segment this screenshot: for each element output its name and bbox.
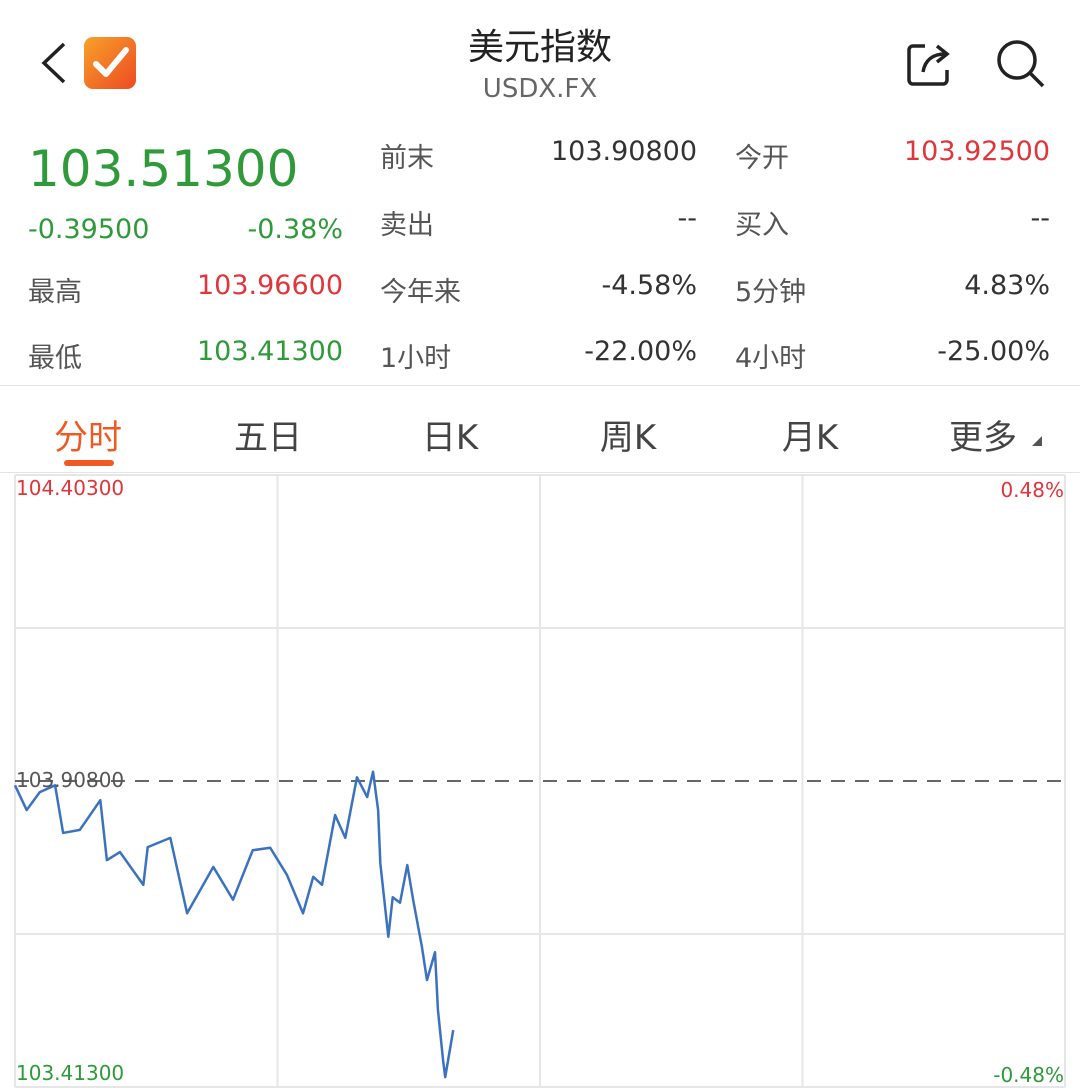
price-change-percent: -0.38% [247, 214, 343, 245]
high-value: 103.96600 [196, 270, 343, 301]
current-price: 103.51300 [28, 140, 299, 198]
dropdown-triangle-icon [1032, 436, 1042, 446]
1h-value: -22.00% [584, 336, 697, 367]
price-change: -0.39500 [28, 214, 150, 245]
back-chevron-icon[interactable] [38, 40, 78, 86]
4h-label: 4小时 [735, 343, 807, 374]
y-min-label: 103.41300 [16, 1061, 125, 1085]
high-label: 最高 [28, 277, 82, 308]
4h-value: -25.00% [937, 336, 1050, 367]
tab-five-day[interactable]: 五日 [234, 418, 302, 458]
pct-max-label: 0.48% [1000, 478, 1064, 502]
buy-label: 买入 [735, 210, 789, 241]
5m-label: 5分钟 [735, 277, 807, 308]
active-tab-indicator [64, 460, 114, 466]
reference-label: 103.90800 [16, 768, 125, 792]
prev-close-value: 103.90800 [550, 136, 697, 167]
ytd-value: -4.58% [601, 270, 697, 301]
price-line [13, 770, 455, 1079]
prev-close-label: 前末 [380, 143, 434, 174]
pct-min-label: -0.48% [993, 1063, 1064, 1087]
ytd-label: 今年来 [380, 277, 461, 308]
low-label: 最低 [28, 343, 82, 374]
y-max-label: 104.40300 [16, 476, 125, 500]
sell-value: -- [677, 203, 698, 234]
open-label: 今开 [735, 143, 789, 174]
page-title: 美元指数 [467, 27, 612, 68]
sell-label: 卖出 [380, 210, 434, 241]
search-icon[interactable] [993, 36, 1047, 90]
tab-monthly-k[interactable]: 月K [781, 418, 839, 458]
tab-daily-k[interactable]: 日K [421, 418, 479, 458]
checkmark-logo-icon [84, 37, 136, 89]
tab-weekly-k[interactable]: 周K [599, 418, 657, 458]
symbol-code: USDX.FX [482, 74, 598, 104]
1h-label: 1小时 [380, 343, 452, 374]
low-value: 103.41300 [196, 336, 343, 367]
buy-value: -- [1030, 203, 1051, 234]
open-value: 103.92500 [903, 136, 1050, 167]
tab-intraday[interactable]: 分时 [54, 418, 122, 458]
divider [0, 385, 1080, 386]
5m-value: 4.83% [964, 270, 1050, 301]
share-icon[interactable] [903, 38, 955, 90]
divider [0, 472, 1080, 473]
tab-more[interactable]: 更多 [949, 418, 1017, 458]
